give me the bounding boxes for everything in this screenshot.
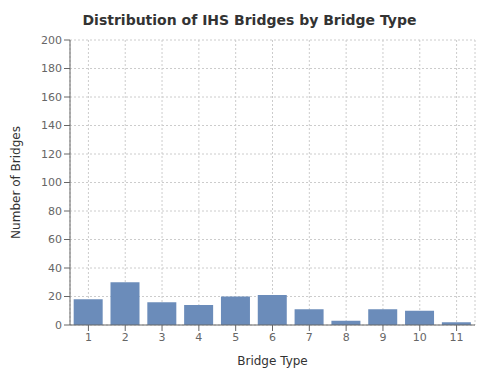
svg-text:160: 160: [41, 91, 62, 104]
svg-text:60: 60: [48, 233, 62, 246]
svg-text:200: 200: [41, 34, 62, 47]
svg-text:8: 8: [343, 331, 350, 344]
svg-text:40: 40: [48, 262, 62, 275]
svg-text:120: 120: [41, 148, 62, 161]
svg-text:80: 80: [48, 205, 62, 218]
svg-text:3: 3: [159, 331, 166, 344]
svg-text:Number of Bridges: Number of Bridges: [9, 126, 23, 239]
svg-text:2: 2: [122, 331, 129, 344]
svg-text:100: 100: [41, 176, 62, 189]
svg-text:0: 0: [55, 319, 62, 332]
svg-text:20: 20: [48, 290, 62, 303]
svg-text:11: 11: [450, 331, 464, 344]
svg-text:7: 7: [306, 331, 313, 344]
svg-text:5: 5: [232, 331, 239, 344]
svg-text:10: 10: [413, 331, 427, 344]
svg-text:4: 4: [195, 331, 202, 344]
svg-text:1: 1: [85, 331, 92, 344]
svg-text:180: 180: [41, 62, 62, 75]
html-text:Distribution of IHS Bridges by: Distribution of IHS Bridges by Bridge Ty…: [82, 12, 417, 28]
svg-text:6: 6: [269, 331, 276, 344]
svg-text:9: 9: [379, 331, 386, 344]
svg-text:Bridge Type: Bridge Type: [237, 354, 308, 368]
svg-text:140: 140: [41, 119, 62, 132]
